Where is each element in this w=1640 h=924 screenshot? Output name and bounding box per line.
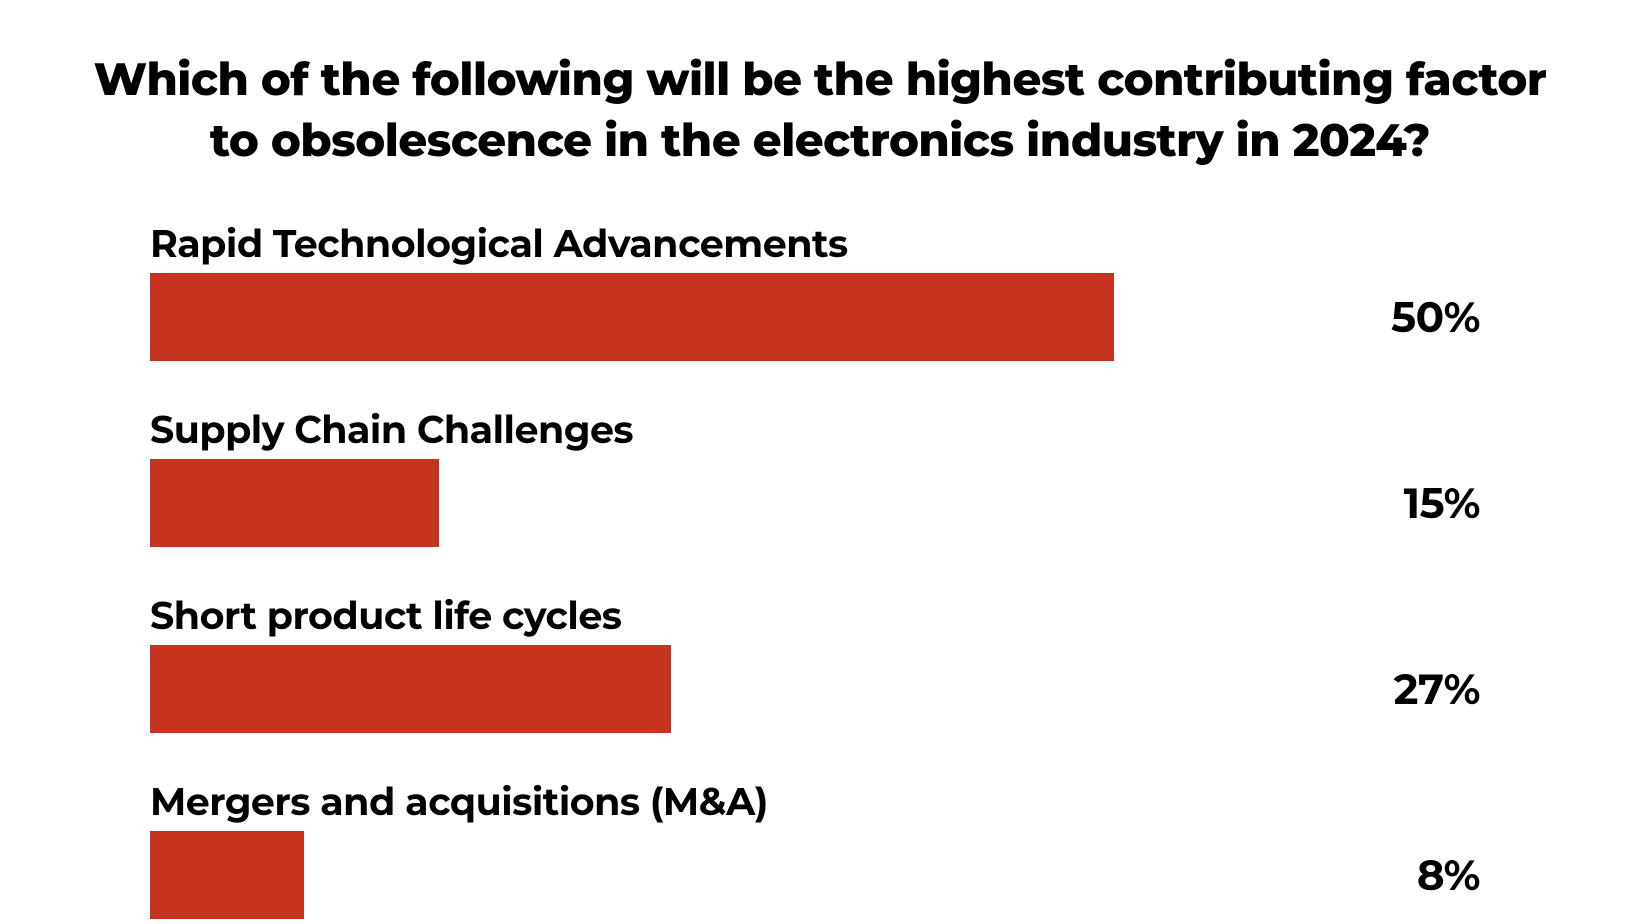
bar-fill bbox=[150, 273, 1114, 361]
bar-track bbox=[150, 459, 439, 547]
chart-body: Rapid Technological Advancements 50% Sup… bbox=[80, 220, 1560, 919]
bar-row: 27% bbox=[150, 645, 1480, 733]
bar-value: 15% bbox=[1374, 477, 1480, 529]
bar-row: 50% bbox=[150, 273, 1480, 361]
bar-group: Short product life cycles 27% bbox=[150, 592, 1480, 733]
bar-fill bbox=[150, 831, 304, 919]
bar-fill bbox=[150, 459, 439, 547]
bar-track bbox=[150, 831, 304, 919]
bar-value: 50% bbox=[1361, 291, 1480, 343]
chart-title: Which of the following will be the highe… bbox=[80, 50, 1560, 172]
bar-track bbox=[150, 645, 671, 733]
bar-group: Rapid Technological Advancements 50% bbox=[150, 220, 1480, 361]
bar-row: 8% bbox=[150, 831, 1480, 919]
bar-track bbox=[150, 273, 1114, 361]
bar-group: Supply Chain Challenges 15% bbox=[150, 406, 1480, 547]
bar-group: Mergers and acquisitions (M&A) 8% bbox=[150, 778, 1480, 919]
bar-label: Short product life cycles bbox=[150, 592, 1480, 639]
bar-fill bbox=[150, 645, 671, 733]
bar-row: 15% bbox=[150, 459, 1480, 547]
bar-label: Mergers and acquisitions (M&A) bbox=[150, 778, 1480, 825]
bar-label: Rapid Technological Advancements bbox=[150, 220, 1480, 267]
bar-label: Supply Chain Challenges bbox=[150, 406, 1480, 453]
chart-container: Which of the following will be the highe… bbox=[0, 0, 1640, 924]
bar-value: 8% bbox=[1387, 849, 1480, 901]
bar-value: 27% bbox=[1364, 663, 1480, 715]
